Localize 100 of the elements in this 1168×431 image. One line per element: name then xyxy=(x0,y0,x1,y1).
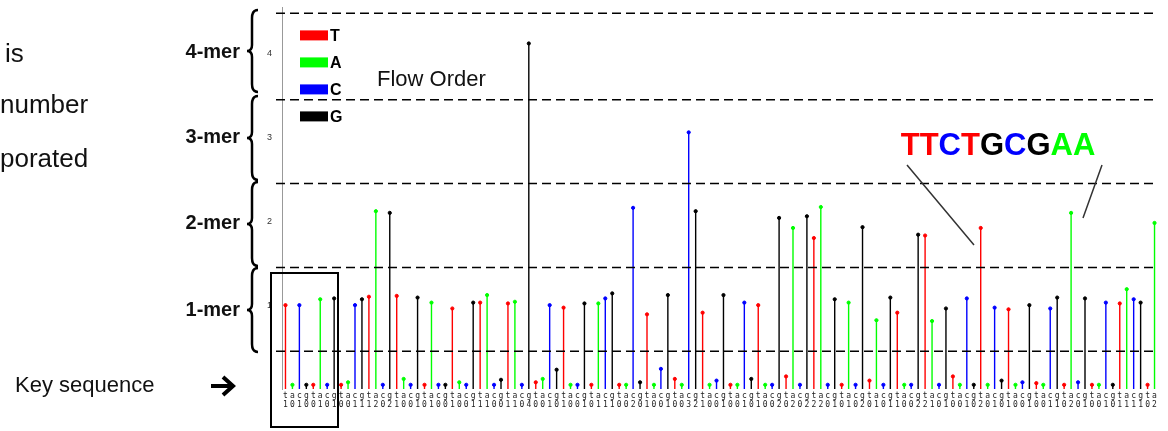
x-tick-label: g 4 xyxy=(526,390,532,410)
x-tick-label: t 0 xyxy=(867,390,873,410)
x-tick-label: c 1 xyxy=(602,390,608,410)
text: Key sequence xyxy=(15,372,155,398)
x-tick-label: a 1 xyxy=(512,390,518,410)
x-tick-label: a 2 xyxy=(1068,390,1074,410)
x-tick-label: a 0 xyxy=(957,390,963,410)
x-tick-label: t 1 xyxy=(366,390,372,410)
x-tick-label: g 1 xyxy=(470,390,476,410)
x-tick-label: a 1 xyxy=(595,390,601,410)
x-tick-label: t 2 xyxy=(922,390,928,410)
x-tick-label: t 0 xyxy=(310,390,316,410)
x-tick-label: t 1 xyxy=(894,390,900,410)
x-tick-label: a 0 xyxy=(456,390,462,410)
x-tick-label: g 1 xyxy=(1054,390,1060,410)
x-tick-label: a 0 xyxy=(901,390,907,410)
x-tick-label: a 1 xyxy=(317,390,323,410)
x-tick-label: t 0 xyxy=(783,390,789,410)
x-tick-label: t 1 xyxy=(283,390,289,410)
x-tick-label: t 1 xyxy=(394,390,400,410)
x-tick-label: a 1 xyxy=(429,390,435,410)
x-tick-label: g 0 xyxy=(748,390,754,410)
x-tick-label: g 1 xyxy=(665,390,671,410)
legend-label: G xyxy=(330,107,343,125)
x-tick-label: g 2 xyxy=(693,390,699,410)
x-tick-label: t 1 xyxy=(449,390,455,410)
x-tick-label: t 1 xyxy=(561,390,567,410)
x-tick-label: t 0 xyxy=(338,390,344,410)
x-tick-label: c 1 xyxy=(1131,390,1137,410)
x-tick-label: c 0 xyxy=(658,390,664,410)
legend-label: C xyxy=(330,80,342,98)
x-tick-label: t 0 xyxy=(422,390,428,410)
x-tick-label: a 0 xyxy=(623,390,629,410)
x-tick-label: c 1 xyxy=(547,390,553,410)
x-tick-label: t 1 xyxy=(700,390,706,410)
x-tick-label: a 0 xyxy=(568,390,574,410)
x-tick-label: a 2 xyxy=(818,390,824,410)
x-tick-label: t 1 xyxy=(1117,390,1123,410)
x-tick-label: g 1 xyxy=(1026,390,1032,410)
x-tick-label: c 0 xyxy=(575,390,581,410)
x-tick-label: c 1 xyxy=(1047,390,1053,410)
x-tick-label: g 0 xyxy=(971,390,977,410)
y-tick-label: 3 xyxy=(266,131,272,142)
x-tick-label: a 2 xyxy=(790,390,796,410)
x-tick-label: c 0 xyxy=(1075,390,1081,410)
x-tick-label: c 0 xyxy=(880,390,886,410)
x-tick-label: a 0 xyxy=(401,390,407,410)
x-tick-label: a 0 xyxy=(540,390,546,410)
x-tick-label: g 1 xyxy=(415,390,421,410)
x-tick-label: g 0 xyxy=(442,390,448,410)
x-tick-label: a 1 xyxy=(484,390,490,410)
x-tick-label: c 0 xyxy=(408,390,414,410)
x-tick-label: c 3 xyxy=(686,390,692,410)
x-tick-label: g 2 xyxy=(776,390,782,410)
x-tick-label: a 0 xyxy=(651,390,657,410)
text: 3-mer xyxy=(185,124,241,147)
x-tick-label: a 0 xyxy=(290,390,296,410)
x-tick-label: c 0 xyxy=(380,390,386,410)
text: 4-mer xyxy=(185,39,241,62)
x-tick-label: a 0 xyxy=(734,390,740,410)
x-tick-label: c 0 xyxy=(519,390,525,410)
legend-label: A xyxy=(330,53,342,71)
x-tick-label: c 1 xyxy=(964,390,970,410)
y-tick-label: 2 xyxy=(266,215,272,226)
x-tick-label: a 0 xyxy=(345,390,351,410)
x-tick-label: g 2 xyxy=(860,390,866,410)
x-tick-label: c 0 xyxy=(714,390,720,410)
x-tick-label: g 1 xyxy=(1138,390,1144,410)
x-tick-label: t 0 xyxy=(533,390,539,410)
x-tick-label: a 0 xyxy=(985,390,991,410)
x-tick-label: c 1 xyxy=(352,390,358,410)
x-tick-label: c 1 xyxy=(741,390,747,410)
y-tick-label: 4 xyxy=(266,48,272,59)
text: TTCTGCGAA xyxy=(900,126,1096,162)
x-tick-label: t 1 xyxy=(1006,390,1012,410)
x-tick-label: t 0 xyxy=(1061,390,1067,410)
legend-label: T xyxy=(330,26,340,44)
x-tick-label: a 1 xyxy=(846,390,852,410)
x-tick-label: g 0 xyxy=(498,390,504,410)
text: number xyxy=(0,89,89,120)
x-tick-label: c 0 xyxy=(436,390,442,410)
x-tick-label: c 0 xyxy=(324,390,330,410)
x-tick-label: t 1 xyxy=(477,390,483,410)
x-tick-label: g 1 xyxy=(887,390,893,410)
text: 2-mer xyxy=(185,210,241,233)
x-tick-label: g 0 xyxy=(303,390,309,410)
x-tick-label: g 1 xyxy=(832,390,838,410)
x-tick-label: c 0 xyxy=(491,390,497,410)
x-tick-label: t 0 xyxy=(588,390,594,410)
x-tick-label: t 2 xyxy=(811,390,817,410)
x-tick-label: g 0 xyxy=(554,390,560,410)
x-tick-label: a 0 xyxy=(707,390,713,410)
x-tick-label: a 0 xyxy=(1013,390,1019,410)
x-tick-label: t 1 xyxy=(755,390,761,410)
x-tick-label: t 0 xyxy=(616,390,622,410)
x-tick-label: g 1 xyxy=(331,390,337,410)
x-tick-label: c 0 xyxy=(1020,390,1026,410)
x-tick-label: c 1 xyxy=(992,390,998,410)
text: porated xyxy=(0,143,89,174)
x-tick-label: g 1 xyxy=(359,390,365,410)
